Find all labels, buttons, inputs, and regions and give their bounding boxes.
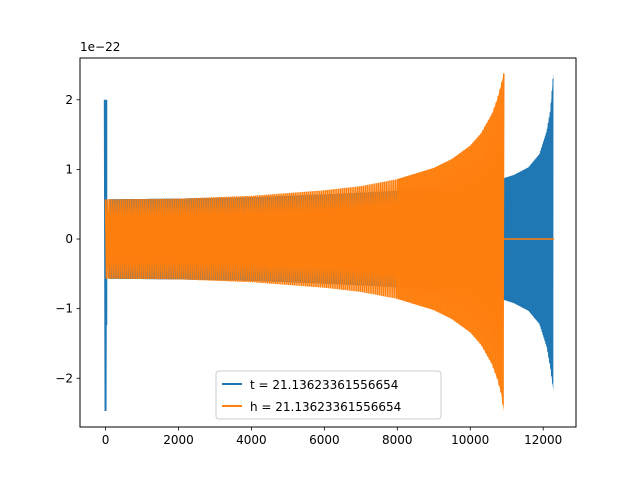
x-axis: 0 2000 4000 6000 8000 10000 12000 — [102, 427, 562, 447]
series-layer — [103, 73, 555, 411]
x-tick-label: 4000 — [236, 433, 267, 447]
y-axis: −2 −1 0 1 2 — [55, 93, 80, 385]
series-h — [104, 73, 555, 411]
legend-label-h: h = 21.13623361556654 — [250, 400, 401, 414]
x-tick-label: 6000 — [309, 433, 340, 447]
x-tick-label: 8000 — [382, 433, 413, 447]
plot-frame — [79, 57, 577, 428]
y-tick-label: −1 — [55, 302, 73, 316]
legend: t = 21.13623361556654 h = 21.13623361556… — [215, 370, 442, 420]
y-tick-label: 1 — [65, 162, 73, 176]
x-tick-label: 12000 — [524, 433, 562, 447]
x-tick-label: 0 — [102, 433, 110, 447]
x-tick-label: 2000 — [163, 433, 194, 447]
x-tick-label: 10000 — [451, 433, 489, 447]
series-h-dense-region — [397, 73, 504, 411]
legend-box — [215, 370, 442, 420]
y-scale-label: 1e−22 — [80, 40, 120, 54]
y-tick-label: −2 — [55, 371, 73, 385]
y-tick-label: 0 — [65, 232, 73, 246]
y-tick-label: 2 — [65, 93, 73, 107]
legend-label-t: t = 21.13623361556654 — [250, 378, 398, 392]
